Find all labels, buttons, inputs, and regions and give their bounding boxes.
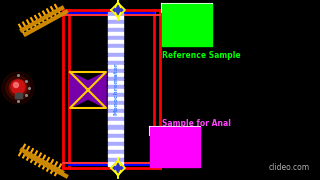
Bar: [108, 65, 123, 68]
Bar: [108, 32, 123, 36]
Bar: [108, 61, 123, 64]
Bar: [108, 150, 123, 153]
Bar: [108, 130, 123, 133]
Bar: [108, 162, 123, 166]
Text: Reference Sample: Reference Sample: [162, 51, 241, 60]
Bar: [108, 48, 123, 52]
Polygon shape: [70, 72, 106, 108]
Circle shape: [6, 76, 30, 100]
Polygon shape: [70, 72, 106, 108]
Bar: [108, 125, 123, 129]
Circle shape: [9, 79, 27, 97]
Bar: [150, 127, 200, 167]
Bar: [108, 109, 123, 113]
Bar: [108, 138, 123, 141]
Bar: [108, 73, 123, 76]
Bar: [108, 142, 123, 145]
Bar: [14, 93, 21, 98]
Circle shape: [2, 72, 34, 104]
Bar: [108, 134, 123, 137]
Bar: [108, 16, 123, 20]
Bar: [108, 57, 123, 60]
Bar: [108, 36, 123, 40]
Bar: [108, 28, 123, 32]
Bar: [108, 158, 123, 161]
Bar: [108, 77, 123, 80]
Bar: [108, 53, 123, 56]
Text: Sample for Anal: Sample for Anal: [162, 119, 231, 128]
Bar: [108, 44, 123, 48]
Bar: [108, 85, 123, 89]
Text: clideo.com: clideo.com: [269, 163, 310, 172]
Bar: [108, 154, 123, 157]
Bar: [162, 4, 212, 46]
Bar: [108, 117, 123, 121]
Bar: [108, 97, 123, 101]
Bar: [108, 20, 123, 24]
Polygon shape: [111, 3, 125, 17]
Bar: [108, 40, 123, 44]
Bar: [108, 122, 123, 125]
Bar: [108, 12, 123, 15]
Bar: [108, 146, 123, 149]
Circle shape: [13, 82, 19, 87]
Bar: [108, 113, 123, 117]
Bar: [108, 24, 123, 28]
Bar: [108, 93, 123, 97]
Bar: [108, 101, 123, 105]
Circle shape: [11, 80, 25, 94]
Bar: [108, 81, 123, 84]
Bar: [108, 69, 123, 72]
Polygon shape: [111, 161, 125, 175]
Bar: [108, 89, 123, 93]
Bar: [108, 105, 123, 109]
Text: Monochromator: Monochromator: [113, 63, 118, 115]
